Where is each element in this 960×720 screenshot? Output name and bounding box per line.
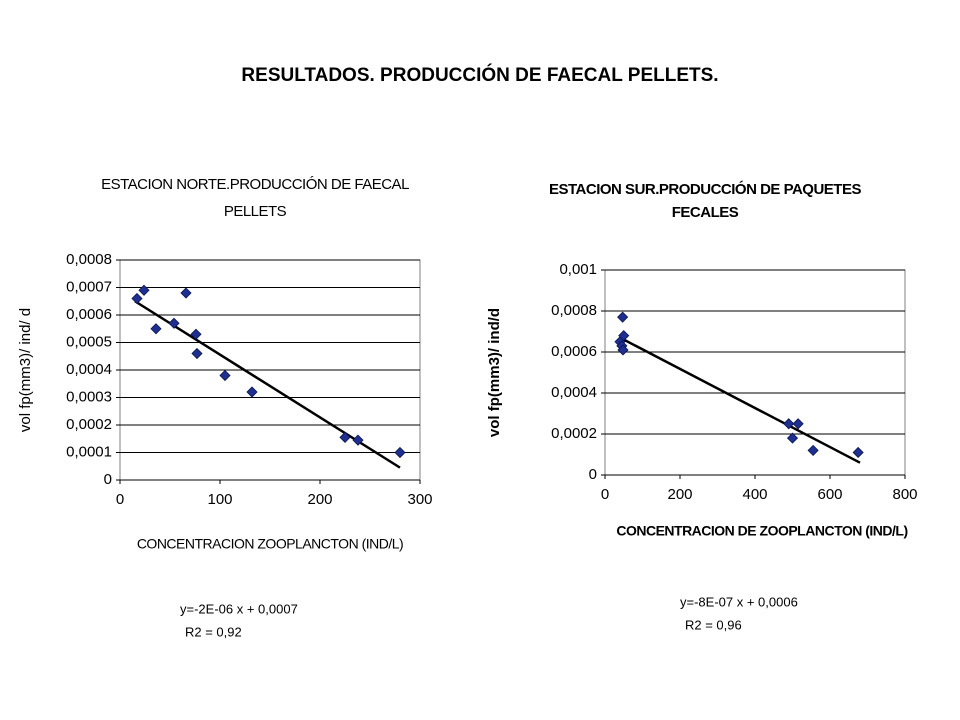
y-tick-label: 0,0003 bbox=[66, 388, 112, 405]
y-axis-label: vol fp(mm3)/ ind/ d bbox=[17, 308, 34, 432]
x-tick-label: 0 bbox=[601, 486, 609, 503]
trend-equation: y=-2E-06 x + 0,0007 bbox=[180, 601, 298, 616]
data-point bbox=[783, 418, 795, 430]
x-tick-label: 200 bbox=[307, 491, 332, 508]
y-tick-label: 0,0004 bbox=[66, 361, 112, 378]
data-point bbox=[617, 311, 629, 323]
data-point bbox=[191, 347, 203, 360]
data-point bbox=[786, 432, 799, 444]
y-tick-label: 0,0006 bbox=[66, 306, 112, 323]
x-tick-label: 200 bbox=[667, 486, 692, 503]
x-axis-label: CONCENTRACION ZOOPLANCTON (IND/L) bbox=[137, 536, 403, 552]
data-point bbox=[190, 328, 202, 340]
data-point bbox=[246, 386, 258, 398]
chart-title: PELLETS bbox=[224, 203, 287, 220]
y-tick-label: 0 bbox=[104, 471, 112, 488]
data-point bbox=[138, 284, 150, 296]
data-point bbox=[131, 292, 143, 305]
y-tick-label: 0,001 bbox=[559, 261, 597, 278]
y-tick-label: 0,0002 bbox=[66, 416, 112, 433]
x-tick-label: 100 bbox=[207, 491, 232, 508]
y-tick-label: 0 bbox=[589, 466, 597, 483]
y-tick-label: 0,0004 bbox=[551, 384, 597, 401]
data-point bbox=[618, 330, 630, 342]
y-tick-label: 0,0005 bbox=[66, 333, 112, 350]
y-axis-label: vol fp(mm3)/ ind/d bbox=[486, 308, 503, 437]
chart-title: FECALES bbox=[672, 204, 739, 221]
trend-equation: R2 = 0,96 bbox=[685, 617, 742, 632]
trend-equation: y=-8E-07 x + 0,0006 bbox=[680, 594, 798, 609]
slide-title: RESULTADOS. PRODUCCIÓN DE FAECAL PELLETS… bbox=[241, 64, 718, 86]
y-tick-label: 0,0006 bbox=[551, 343, 597, 360]
y-tick-label: 0,0008 bbox=[551, 302, 597, 319]
y-tick-label: 0,0001 bbox=[66, 443, 112, 460]
x-tick-label: 0 bbox=[116, 491, 124, 508]
plot-area bbox=[604, 269, 906, 476]
data-point bbox=[352, 434, 364, 446]
chart-title: ESTACION SUR.PRODUCCIÓN DE PAQUETES bbox=[549, 180, 861, 198]
data-point bbox=[617, 344, 629, 356]
data-point bbox=[168, 317, 180, 329]
data-point bbox=[150, 323, 162, 335]
data-point bbox=[792, 418, 804, 430]
x-axis-label: CONCENTRACION DE ZOOPLANCTON (IND/L) bbox=[616, 523, 907, 539]
data-point bbox=[180, 287, 192, 299]
x-tick-label: 800 bbox=[892, 486, 917, 503]
data-point bbox=[807, 444, 819, 456]
chart-title: ESTACION NORTE.PRODUCCIÓN DE FAECAL bbox=[101, 176, 409, 193]
data-point bbox=[394, 446, 406, 459]
x-tick-label: 400 bbox=[742, 486, 767, 503]
data-point bbox=[219, 369, 231, 382]
data-point bbox=[852, 446, 864, 459]
data-point bbox=[339, 431, 351, 443]
x-tick-label: 300 bbox=[407, 491, 432, 508]
y-tick-label: 0,0002 bbox=[551, 425, 597, 442]
trend-equation: R2 = 0,92 bbox=[185, 624, 242, 639]
trend-line bbox=[619, 336, 861, 464]
x-tick-label: 600 bbox=[817, 486, 842, 503]
y-tick-label: 0,0008 bbox=[66, 251, 112, 268]
y-tick-label: 0,0007 bbox=[66, 278, 112, 295]
